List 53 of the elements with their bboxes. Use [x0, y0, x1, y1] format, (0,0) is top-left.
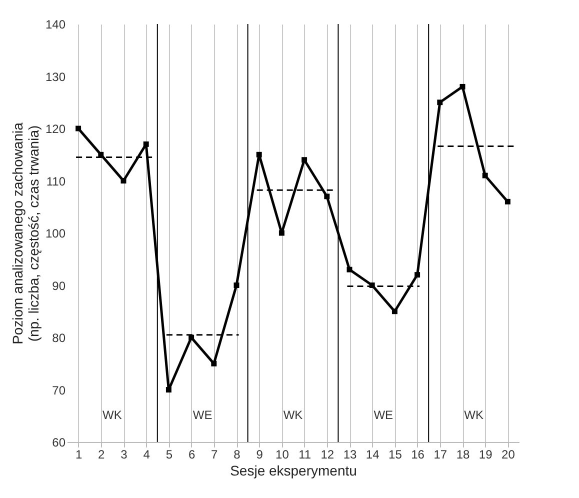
x-tick-label: 18	[456, 448, 470, 462]
y-axis-title: Poziom analizowanego zachowania (np. liczba, częstość, czas trwania)	[9, 122, 42, 344]
x-tick-label: 16	[411, 448, 425, 462]
x-tick-label: 1	[75, 448, 82, 462]
point	[324, 194, 330, 200]
point	[166, 387, 172, 392]
y-tick-label: 90	[52, 278, 66, 293]
x-tick-label: 2	[98, 448, 106, 462]
x-tick-label: 3	[120, 448, 128, 462]
point	[482, 172, 488, 178]
annotation: WE	[374, 408, 394, 422]
point	[211, 360, 217, 366]
y-tick-label: 120	[45, 122, 66, 136]
point	[302, 157, 308, 163]
annotation: WK	[102, 408, 122, 422]
y-tick-label: 130	[45, 70, 66, 84]
x-tick-label: 10	[276, 448, 290, 462]
x-tick-label: 15	[388, 448, 402, 462]
point	[460, 84, 466, 90]
point	[346, 266, 352, 272]
point	[437, 100, 443, 106]
x-tick-label: 9	[256, 448, 264, 462]
y-tick-label: 70	[52, 383, 66, 398]
x-tick-label: 20	[502, 448, 516, 462]
point	[234, 282, 240, 288]
x-tick-label: 5	[166, 448, 173, 462]
y-tick-label: 80	[52, 331, 66, 345]
y-tick-label: 60	[52, 436, 66, 450]
x-tick-label: 14	[366, 448, 380, 462]
x-tick-label: 6	[188, 448, 196, 462]
point	[504, 198, 510, 204]
x-tick-label: 4	[143, 448, 150, 462]
point	[414, 272, 420, 278]
x-tick-label: 11	[298, 448, 312, 462]
y-tick-label: 140	[45, 18, 66, 32]
annotation: WK	[464, 408, 484, 422]
y-tick-label: 110	[46, 174, 66, 188]
annotation: WE	[192, 408, 212, 422]
x-tick-label: 13	[343, 448, 357, 462]
x-tick-label: 8	[234, 448, 241, 462]
annotation: WK	[283, 408, 303, 422]
x-tick-label: 17	[434, 448, 448, 462]
point	[143, 141, 149, 147]
point	[256, 152, 262, 158]
y-tick-label: 100	[45, 226, 66, 240]
point	[278, 230, 284, 236]
point	[76, 126, 82, 132]
x-tick-label: 12	[320, 448, 334, 462]
x-axis-title: Sesje eksperymentu	[230, 462, 357, 478]
point	[120, 178, 126, 184]
point	[392, 308, 398, 314]
x-tick-label: 19	[478, 448, 493, 462]
x-tick-label: 7	[211, 448, 218, 462]
